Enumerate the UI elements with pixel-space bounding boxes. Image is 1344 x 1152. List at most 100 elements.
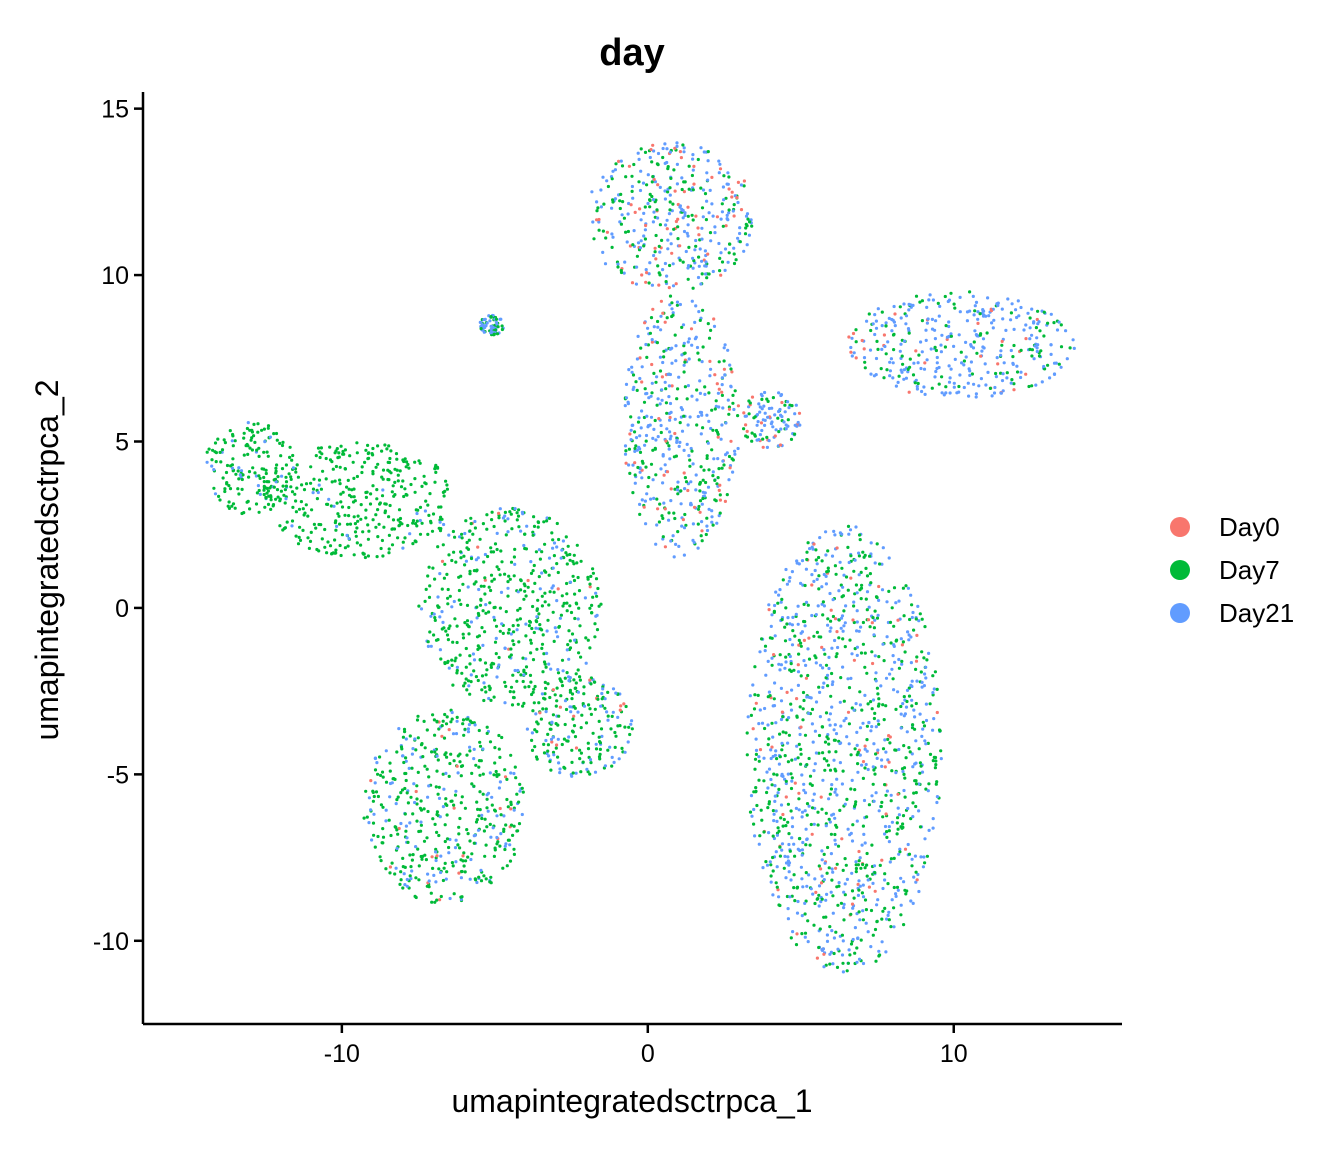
point-day7 (762, 779, 766, 783)
point-day7 (366, 457, 370, 461)
point-day7 (443, 562, 447, 566)
point-day7 (789, 772, 793, 776)
point-day21 (666, 247, 670, 251)
point-day21 (863, 693, 867, 698)
point-day7 (511, 673, 515, 677)
point-day21 (999, 353, 1003, 357)
point-day21 (874, 791, 878, 795)
point-day21 (747, 233, 752, 237)
point-day7 (718, 269, 722, 273)
point-day21 (981, 337, 986, 341)
point-day21 (930, 317, 935, 321)
point-day7 (931, 693, 935, 697)
point-day0 (650, 340, 655, 344)
point-day21 (508, 843, 512, 847)
point-day7 (631, 491, 635, 495)
point-day21 (504, 842, 508, 846)
point-day7 (925, 658, 929, 662)
point-day21 (788, 895, 792, 899)
point-day21 (786, 616, 790, 620)
point-day21 (874, 319, 879, 323)
point-day21 (839, 724, 843, 728)
point-day21 (702, 150, 706, 154)
point-day7 (462, 554, 466, 558)
point-day7 (658, 223, 663, 227)
point-day21 (769, 777, 773, 782)
point-day21 (641, 181, 646, 185)
point-day7 (780, 597, 784, 602)
point-day7 (666, 190, 670, 194)
point-day7 (492, 333, 496, 337)
point-day7 (210, 458, 214, 462)
point-day0 (795, 697, 799, 701)
point-day7 (323, 545, 327, 549)
point-day7 (886, 882, 890, 886)
point-day7 (353, 530, 358, 534)
point-day21 (582, 704, 587, 708)
point-day21 (545, 629, 549, 633)
point-day21 (610, 206, 614, 210)
point-day7 (470, 782, 474, 786)
point-day7 (906, 367, 910, 371)
point-day7 (492, 854, 496, 859)
point-day21 (661, 360, 665, 365)
point-day7 (859, 938, 863, 942)
point-day7 (584, 721, 589, 725)
point-day7 (742, 184, 746, 188)
point-day21 (652, 496, 656, 500)
point-day7 (306, 514, 310, 518)
point-day21 (652, 210, 656, 214)
point-day7 (535, 730, 539, 734)
point-day21 (717, 171, 721, 175)
point-day7 (420, 857, 424, 861)
point-day7 (512, 696, 516, 700)
point-day7 (512, 642, 516, 647)
point-day21 (655, 375, 659, 379)
point-day7 (479, 598, 483, 602)
point-day7 (691, 218, 695, 222)
point-day7 (323, 527, 327, 532)
point-day21 (847, 948, 851, 952)
point-day7 (637, 180, 641, 184)
point-day7 (884, 704, 888, 708)
point-day7 (910, 603, 914, 607)
point-day21 (935, 366, 939, 371)
point-day7 (219, 460, 223, 464)
point-day7 (591, 567, 595, 571)
point-day0 (718, 167, 723, 171)
point-day7 (892, 586, 897, 590)
point-day7 (463, 806, 467, 810)
point-day7 (574, 601, 578, 605)
point-day7 (771, 869, 775, 873)
point-day7 (877, 655, 881, 659)
point-day0 (692, 182, 696, 186)
point-day7 (656, 264, 660, 268)
point-day7 (498, 606, 502, 610)
point-day7 (511, 624, 515, 628)
point-day7 (518, 606, 522, 611)
point-day21 (591, 220, 595, 224)
point-day7 (461, 718, 466, 722)
point-day7 (532, 701, 536, 705)
point-day21 (547, 556, 552, 560)
point-day21 (677, 544, 681, 549)
point-day7 (485, 797, 489, 801)
point-day7 (489, 665, 493, 670)
point-day21 (890, 329, 894, 333)
point-day0 (678, 150, 683, 154)
point-day21 (720, 376, 725, 380)
point-day21 (833, 816, 837, 820)
chart-title: day (599, 32, 664, 74)
point-day21 (500, 622, 504, 626)
point-day7 (824, 676, 828, 680)
point-day7 (824, 811, 828, 815)
point-day7 (264, 471, 268, 476)
point-day21 (394, 866, 398, 870)
point-day7 (431, 817, 435, 821)
point-day21 (690, 394, 694, 398)
point-day7 (333, 551, 337, 555)
point-day7 (765, 790, 769, 795)
point-day7 (918, 612, 922, 616)
point-day7 (805, 550, 809, 554)
point-day0 (758, 748, 763, 752)
